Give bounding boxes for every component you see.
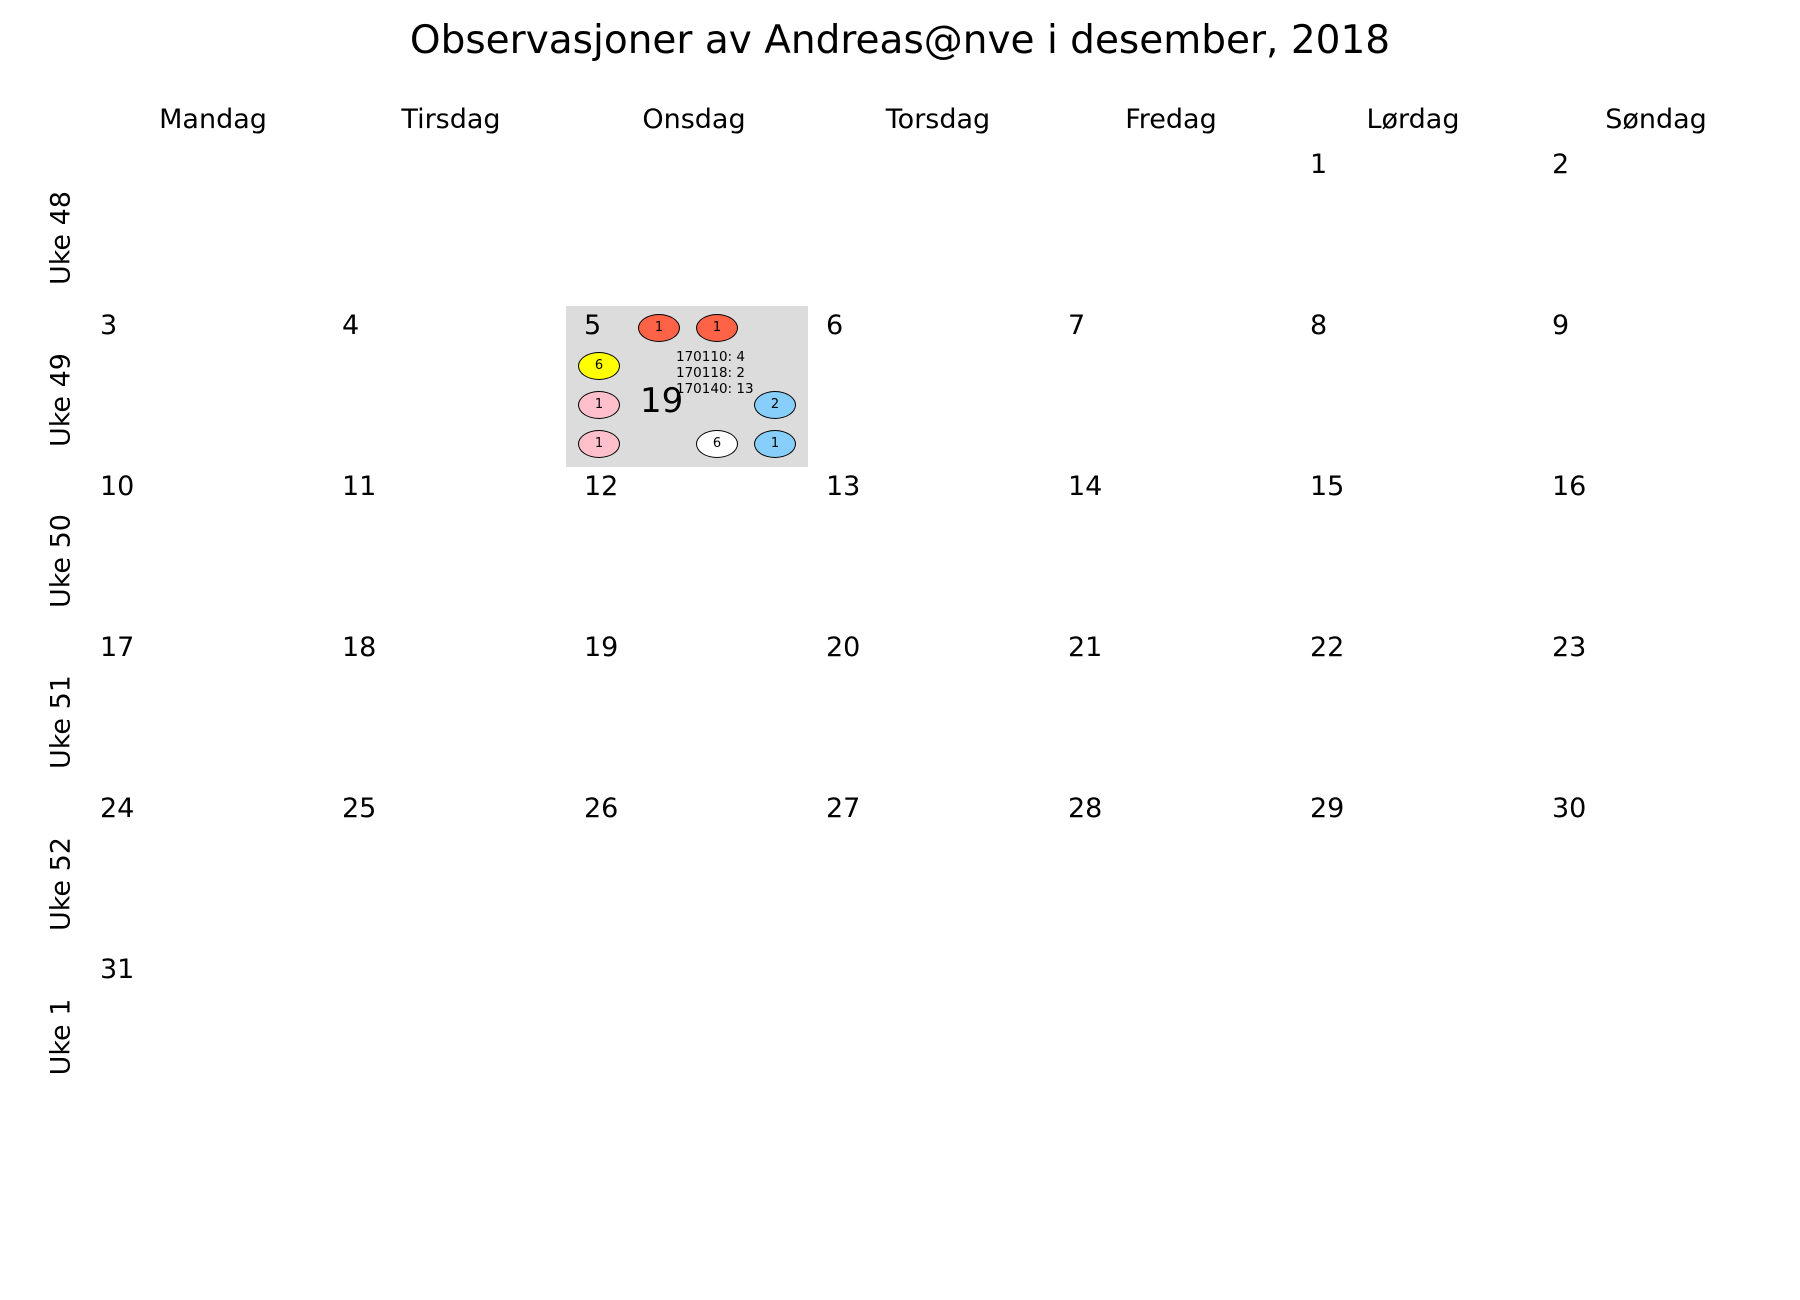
day-number: 15	[1310, 471, 1345, 502]
week-label-48: Uke 48	[45, 191, 77, 285]
registration-count: 170110: 4	[676, 349, 745, 365]
week-label-51: Uke 51	[45, 675, 77, 769]
day-number: 13	[826, 471, 861, 502]
weekday-tuesday: Tirsdag	[401, 104, 501, 135]
day-number: 18	[342, 632, 377, 663]
day-number: 22	[1310, 632, 1345, 663]
day-number: 7	[1068, 310, 1086, 341]
weekday-saturday: Lørdag	[1366, 104, 1460, 135]
day-number: 29	[1310, 793, 1345, 824]
observation-marker: 1	[696, 314, 738, 342]
observation-marker: 1	[578, 391, 620, 419]
day-number: 19	[584, 632, 619, 663]
week-label-49: Uke 49	[45, 353, 77, 447]
day-number: 17	[100, 632, 135, 663]
weekday-monday: Mandag	[159, 104, 267, 135]
day-number: 14	[1068, 471, 1103, 502]
day-number: 12	[584, 471, 619, 502]
day-cell-observations[interactable]: 1 1 6 1 2 1 6 1 19 170110: 4 170118: 2 1…	[566, 306, 808, 467]
registration-count: 170140: 13	[676, 381, 754, 397]
weekday-wednesday: Onsdag	[642, 104, 746, 135]
day-number: 3	[100, 310, 118, 341]
week-label-52: Uke 52	[45, 837, 77, 931]
calendar-title: Observasjoner av Andreas@nve i desember,…	[409, 18, 1391, 63]
day-number: 31	[100, 954, 135, 985]
day-number: 5	[584, 310, 602, 341]
day-number: 16	[1552, 471, 1587, 502]
day-number: 25	[342, 793, 377, 824]
day-number: 8	[1310, 310, 1328, 341]
day-number: 23	[1552, 632, 1587, 663]
day-number: 20	[826, 632, 861, 663]
observation-marker: 2	[754, 391, 796, 419]
day-number: 24	[100, 793, 135, 824]
week-label-50: Uke 50	[45, 514, 77, 608]
day-number: 10	[100, 471, 135, 502]
day-number: 2	[1552, 149, 1570, 180]
observation-marker: 6	[696, 430, 738, 458]
observation-marker: 1	[578, 430, 620, 458]
day-number: 9	[1552, 310, 1570, 341]
day-number: 26	[584, 793, 619, 824]
day-number: 27	[826, 793, 861, 824]
day-number: 28	[1068, 793, 1103, 824]
weekday-sunday: Søndag	[1605, 104, 1707, 135]
observation-marker: 1	[638, 314, 680, 342]
week-label-1: Uke 1	[45, 998, 77, 1076]
day-number: 30	[1552, 793, 1587, 824]
weekday-thursday: Torsdag	[885, 104, 991, 135]
day-number: 4	[342, 310, 360, 341]
day-number: 11	[342, 471, 377, 502]
day-number: 21	[1068, 632, 1103, 663]
day-number: 6	[826, 310, 844, 341]
observation-total: 19	[640, 381, 684, 421]
weekday-friday: Fredag	[1125, 104, 1217, 135]
observation-marker: 6	[578, 352, 620, 380]
registration-count: 170118: 2	[676, 365, 745, 381]
day-number: 1	[1310, 149, 1328, 180]
observation-marker: 1	[754, 430, 796, 458]
